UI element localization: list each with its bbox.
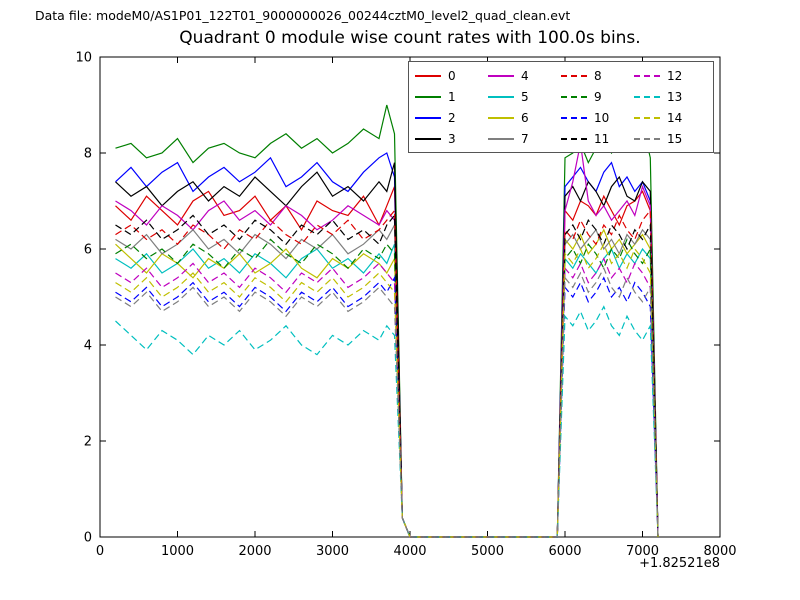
legend: 0 1 2 3 4 5 6 7 8 9 10 11 12 13 14 15 bbox=[408, 61, 714, 153]
series-line-4 bbox=[115, 143, 659, 538]
legend-line-sample-8 bbox=[561, 74, 587, 77]
legend-item-6: 6 bbox=[488, 107, 561, 128]
legend-item-5: 5 bbox=[488, 86, 561, 107]
series-line-6 bbox=[115, 228, 659, 538]
y-tick-label: 2 bbox=[84, 435, 92, 450]
x-tick-label: 1000 bbox=[161, 544, 194, 559]
legend-item-9: 9 bbox=[561, 86, 634, 107]
x-tick-label: 3000 bbox=[316, 544, 349, 559]
legend-item-11: 11 bbox=[561, 128, 634, 149]
legend-item-13: 13 bbox=[634, 86, 707, 107]
legend-line-sample-0 bbox=[415, 74, 441, 77]
x-tick-label: 6000 bbox=[548, 544, 581, 559]
legend-item-15: 15 bbox=[634, 128, 707, 149]
data-file-label: Data file: modeM0/AS1P01_122T01_90000000… bbox=[35, 8, 571, 23]
series-line-12 bbox=[115, 257, 659, 538]
legend-label-12: 12 bbox=[667, 68, 683, 83]
legend-label-11: 11 bbox=[594, 131, 610, 146]
series-line-2 bbox=[115, 152, 659, 538]
legend-label-7: 7 bbox=[521, 131, 529, 146]
legend-item-0: 0 bbox=[415, 65, 488, 86]
legend-label-13: 13 bbox=[667, 89, 683, 104]
x-tick-label: 4000 bbox=[393, 544, 426, 559]
legend-line-sample-14 bbox=[634, 116, 660, 119]
chart-title: Quadrant 0 module wise count rates with … bbox=[179, 28, 641, 48]
y-tick-label: 4 bbox=[84, 339, 92, 354]
legend-line-sample-6 bbox=[488, 116, 514, 119]
legend-item-12: 12 bbox=[634, 65, 707, 86]
legend-label-14: 14 bbox=[667, 110, 683, 125]
series-line-9 bbox=[115, 237, 659, 538]
legend-item-14: 14 bbox=[634, 107, 707, 128]
series-line-13 bbox=[115, 305, 659, 538]
x-axis-offset-label: +1.82521e8 bbox=[639, 556, 720, 571]
series-line-0 bbox=[115, 186, 659, 538]
y-tick-label: 0 bbox=[84, 531, 92, 546]
series-line-11 bbox=[115, 213, 659, 538]
legend-item-7: 7 bbox=[488, 128, 561, 149]
legend-line-sample-3 bbox=[415, 137, 441, 140]
legend-label-0: 0 bbox=[448, 68, 456, 83]
legend-line-sample-10 bbox=[561, 116, 587, 119]
legend-item-8: 8 bbox=[561, 65, 634, 86]
y-tick-label: 6 bbox=[84, 243, 92, 258]
legend-item-4: 4 bbox=[488, 65, 561, 86]
y-tick-label: 10 bbox=[75, 51, 92, 66]
legend-label-9: 9 bbox=[594, 89, 602, 104]
x-tick-label: 2000 bbox=[238, 544, 271, 559]
legend-label-15: 15 bbox=[667, 131, 683, 146]
legend-line-sample-15 bbox=[634, 137, 660, 140]
legend-item-3: 3 bbox=[415, 128, 488, 149]
series-line-3 bbox=[115, 162, 659, 538]
legend-line-sample-11 bbox=[561, 137, 587, 140]
legend-label-1: 1 bbox=[448, 89, 456, 104]
legend-line-sample-7 bbox=[488, 137, 514, 140]
x-tick-label: 7000 bbox=[626, 544, 659, 559]
legend-line-sample-13 bbox=[634, 95, 660, 98]
legend-label-6: 6 bbox=[521, 110, 529, 125]
legend-item-10: 10 bbox=[561, 107, 634, 128]
legend-line-sample-12 bbox=[634, 74, 660, 77]
legend-line-sample-4 bbox=[488, 74, 514, 77]
series-line-10 bbox=[115, 275, 659, 538]
legend-label-2: 2 bbox=[448, 110, 456, 125]
legend-line-sample-9 bbox=[561, 95, 587, 98]
legend-label-3: 3 bbox=[448, 131, 456, 146]
legend-line-sample-2 bbox=[415, 116, 441, 119]
legend-label-4: 4 bbox=[521, 68, 529, 83]
legend-label-10: 10 bbox=[594, 110, 610, 125]
y-tick-label: 8 bbox=[84, 147, 92, 162]
series-line-7 bbox=[115, 222, 659, 538]
series-line-1 bbox=[115, 104, 659, 538]
legend-label-5: 5 bbox=[521, 89, 529, 104]
series-line-15 bbox=[115, 266, 659, 538]
x-tick-label: 5000 bbox=[471, 544, 504, 559]
series-line-14 bbox=[115, 242, 659, 538]
legend-line-sample-5 bbox=[488, 95, 514, 98]
legend-label-8: 8 bbox=[594, 68, 602, 83]
legend-item-2: 2 bbox=[415, 107, 488, 128]
legend-item-1: 1 bbox=[415, 86, 488, 107]
x-tick-label: 0 bbox=[96, 544, 104, 559]
series-line-8 bbox=[115, 208, 659, 538]
x-tick-label: 8000 bbox=[703, 544, 736, 559]
legend-line-sample-1 bbox=[415, 95, 441, 98]
